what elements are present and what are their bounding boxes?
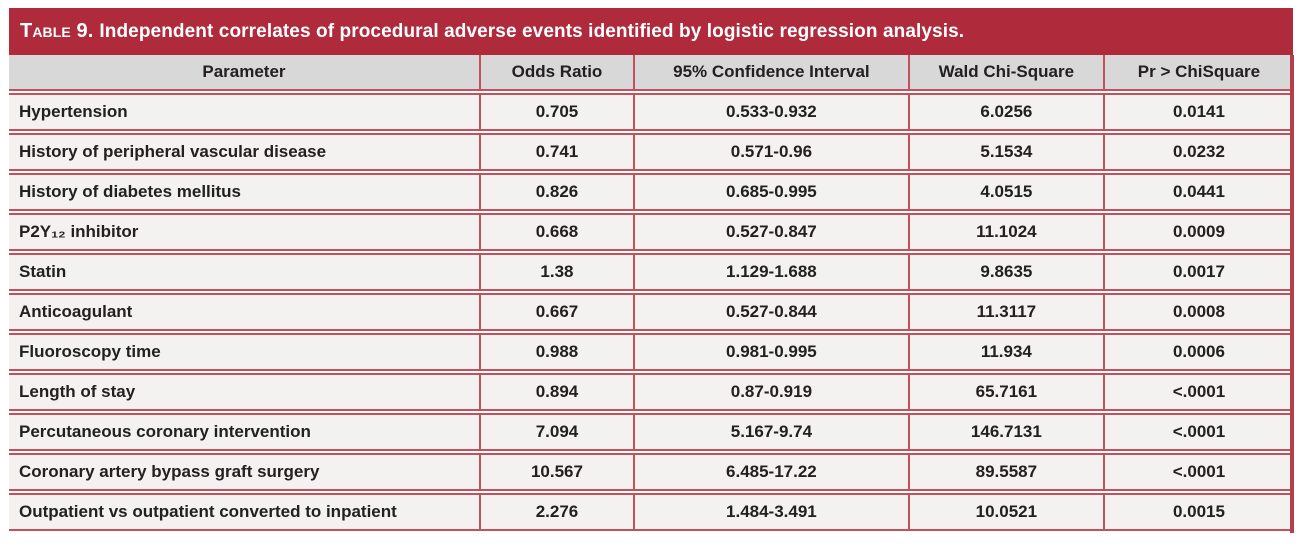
cell-odds-ratio: 0.894 bbox=[478, 373, 634, 411]
cell-wald-chi-square: 65.7161 bbox=[907, 373, 1103, 411]
cell-confidence-interval: 0.87-0.919 bbox=[633, 373, 908, 411]
cell-pr-chisquare: <.0001 bbox=[1102, 413, 1293, 451]
cell-parameter: Anticoagulant bbox=[9, 293, 479, 331]
cell-wald-chi-square: 6.0256 bbox=[907, 93, 1103, 131]
cell-wald-chi-square: 4.0515 bbox=[907, 173, 1103, 211]
cell-wald-chi-square: 11.934 bbox=[907, 333, 1103, 371]
column-header-confidence-interval: 95% Confidence Interval bbox=[633, 55, 908, 91]
cell-confidence-interval: 0.527-0.847 bbox=[633, 213, 908, 251]
cell-pr-chisquare: 0.0141 bbox=[1102, 93, 1293, 131]
cell-odds-ratio: 0.668 bbox=[478, 213, 634, 251]
cell-parameter: Statin bbox=[9, 253, 479, 291]
cell-confidence-interval: 0.533-0.932 bbox=[633, 93, 908, 131]
cell-pr-chisquare: 0.0017 bbox=[1102, 253, 1293, 291]
column-header-pr-chisquare: Pr > ChiSquare bbox=[1102, 55, 1293, 91]
cell-odds-ratio: 0.741 bbox=[478, 133, 634, 171]
cell-pr-chisquare: 0.0441 bbox=[1102, 173, 1293, 211]
cell-odds-ratio: 10.567 bbox=[478, 453, 634, 491]
cell-confidence-interval: 0.527-0.844 bbox=[633, 293, 908, 331]
table-holder: Table 9. Independent correlates of proce… bbox=[9, 8, 1294, 533]
table-title-bar: Table 9. Independent correlates of proce… bbox=[9, 8, 1293, 55]
table-title-number: Table 9. bbox=[20, 20, 94, 42]
table-row: Length of stay 0.894 0.87-0.919 65.7161 … bbox=[9, 373, 1293, 411]
cell-odds-ratio: 0.667 bbox=[478, 293, 634, 331]
cell-confidence-interval: 1.484-3.491 bbox=[633, 493, 908, 531]
cell-wald-chi-square: 10.0521 bbox=[907, 493, 1103, 531]
table-row: Anticoagulant 0.667 0.527-0.844 11.3117 … bbox=[9, 293, 1293, 331]
table-row: P2Y₁₂ inhibitor 0.668 0.527-0.847 11.102… bbox=[9, 213, 1293, 251]
table-row: History of diabetes mellitus 0.826 0.685… bbox=[9, 173, 1293, 211]
cell-confidence-interval: 0.685-0.995 bbox=[633, 173, 908, 211]
cell-wald-chi-square: 146.7131 bbox=[907, 413, 1103, 451]
table-header: Parameter Odds Ratio 95% Confidence Inte… bbox=[9, 55, 1293, 91]
cell-odds-ratio: 0.705 bbox=[478, 93, 634, 131]
cell-parameter: Outpatient vs outpatient converted to in… bbox=[9, 493, 479, 531]
cell-pr-chisquare: 0.0006 bbox=[1102, 333, 1293, 371]
cell-odds-ratio: 2.276 bbox=[478, 493, 634, 531]
table-title-text: Independent correlates of procedural adv… bbox=[99, 20, 965, 42]
cell-wald-chi-square: 5.1534 bbox=[907, 133, 1103, 171]
cell-parameter: Hypertension bbox=[9, 93, 479, 131]
cell-confidence-interval: 0.981-0.995 bbox=[633, 333, 908, 371]
cell-pr-chisquare: 0.0008 bbox=[1102, 293, 1293, 331]
cell-parameter: Percutaneous coronary intervention bbox=[9, 413, 479, 451]
cell-odds-ratio: 0.988 bbox=[478, 333, 634, 371]
cell-confidence-interval: 6.485-17.22 bbox=[633, 453, 908, 491]
column-header-parameter: Parameter bbox=[9, 55, 479, 91]
cell-odds-ratio: 7.094 bbox=[478, 413, 634, 451]
cell-wald-chi-square: 11.1024 bbox=[907, 213, 1103, 251]
table-row: Statin 1.38 1.129-1.688 9.8635 0.0017 bbox=[9, 253, 1293, 291]
regression-table: Parameter Odds Ratio 95% Confidence Inte… bbox=[9, 53, 1293, 533]
cell-wald-chi-square: 9.8635 bbox=[907, 253, 1103, 291]
table-row: Outpatient vs outpatient converted to in… bbox=[9, 493, 1293, 531]
cell-confidence-interval: 5.167-9.74 bbox=[633, 413, 908, 451]
table-right-border bbox=[1290, 55, 1294, 533]
cell-pr-chisquare: 0.0232 bbox=[1102, 133, 1293, 171]
cell-parameter: Length of stay bbox=[9, 373, 479, 411]
cell-pr-chisquare: <.0001 bbox=[1102, 373, 1293, 411]
header-row: Parameter Odds Ratio 95% Confidence Inte… bbox=[9, 55, 1293, 91]
cell-parameter: Fluoroscopy time bbox=[9, 333, 479, 371]
table-row: Hypertension 0.705 0.533-0.932 6.0256 0.… bbox=[9, 93, 1293, 131]
cell-parameter: Coronary artery bypass graft surgery bbox=[9, 453, 479, 491]
cell-odds-ratio: 1.38 bbox=[478, 253, 634, 291]
table-row: History of peripheral vascular disease 0… bbox=[9, 133, 1293, 171]
table-row: Coronary artery bypass graft surgery 10.… bbox=[9, 453, 1293, 491]
cell-confidence-interval: 1.129-1.688 bbox=[633, 253, 908, 291]
column-header-wald-chi-square: Wald Chi-Square bbox=[907, 55, 1103, 91]
table-row: Percutaneous coronary intervention 7.094… bbox=[9, 413, 1293, 451]
cell-pr-chisquare: <.0001 bbox=[1102, 453, 1293, 491]
cell-confidence-interval: 0.571-0.96 bbox=[633, 133, 908, 171]
cell-parameter: History of peripheral vascular disease bbox=[9, 133, 479, 171]
cell-wald-chi-square: 89.5587 bbox=[907, 453, 1103, 491]
cell-parameter: History of diabetes mellitus bbox=[9, 173, 479, 211]
table-9-figure: Table 9. Independent correlates of proce… bbox=[9, 8, 1294, 533]
column-header-odds-ratio: Odds Ratio bbox=[478, 55, 634, 91]
table-body: Hypertension 0.705 0.533-0.932 6.0256 0.… bbox=[9, 93, 1293, 531]
cell-parameter: P2Y₁₂ inhibitor bbox=[9, 213, 479, 251]
table-row: Fluoroscopy time 0.988 0.981-0.995 11.93… bbox=[9, 333, 1293, 371]
cell-odds-ratio: 0.826 bbox=[478, 173, 634, 211]
cell-pr-chisquare: 0.0015 bbox=[1102, 493, 1293, 531]
cell-wald-chi-square: 11.3117 bbox=[907, 293, 1103, 331]
cell-pr-chisquare: 0.0009 bbox=[1102, 213, 1293, 251]
